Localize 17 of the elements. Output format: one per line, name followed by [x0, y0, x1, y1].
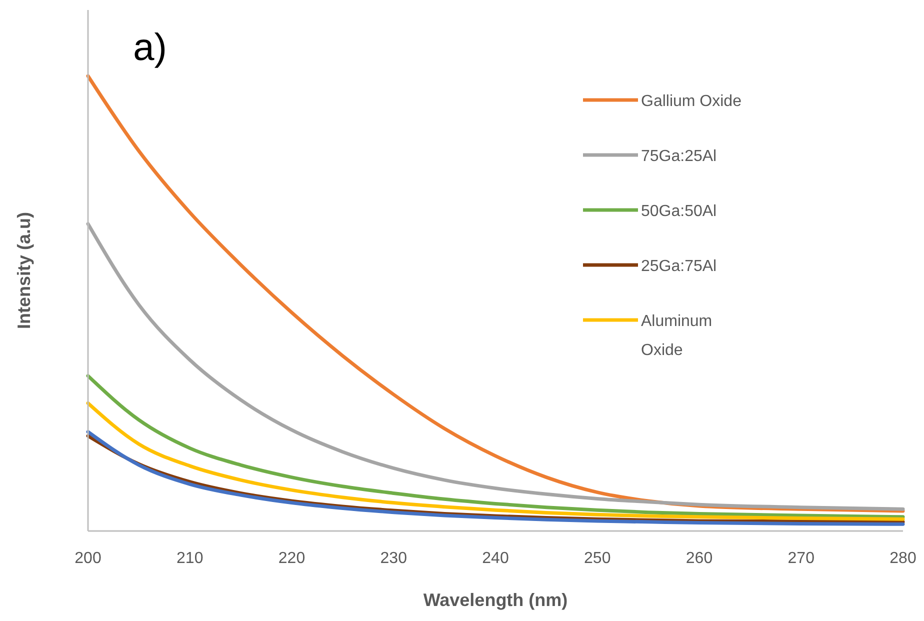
legend-label: 25Ga:75Al: [641, 258, 717, 275]
x-tick-label: 250: [584, 550, 611, 567]
x-tick-label: 220: [278, 550, 306, 567]
legend-label: 75Ga:25Al: [641, 148, 717, 165]
legend-label: Aluminum Oxide: [641, 313, 712, 359]
legend-label: 50Ga:50Al: [641, 203, 717, 220]
x-tick-label: 260: [686, 550, 713, 567]
x-tick-label: 210: [176, 550, 204, 567]
x-tick-label: 240: [482, 550, 509, 567]
x-tick-label: 230: [380, 550, 408, 567]
x-tick-label: 270: [788, 550, 815, 567]
y-axis-title: Intensity (a.u): [14, 212, 34, 330]
chart-title: a): [133, 27, 167, 69]
x-tick-label: 280: [890, 550, 916, 567]
x-axis-title: Wavelength (nm): [423, 590, 568, 610]
x-tick-label: 200: [74, 550, 102, 567]
legend-label: Gallium Oxide: [641, 93, 742, 110]
